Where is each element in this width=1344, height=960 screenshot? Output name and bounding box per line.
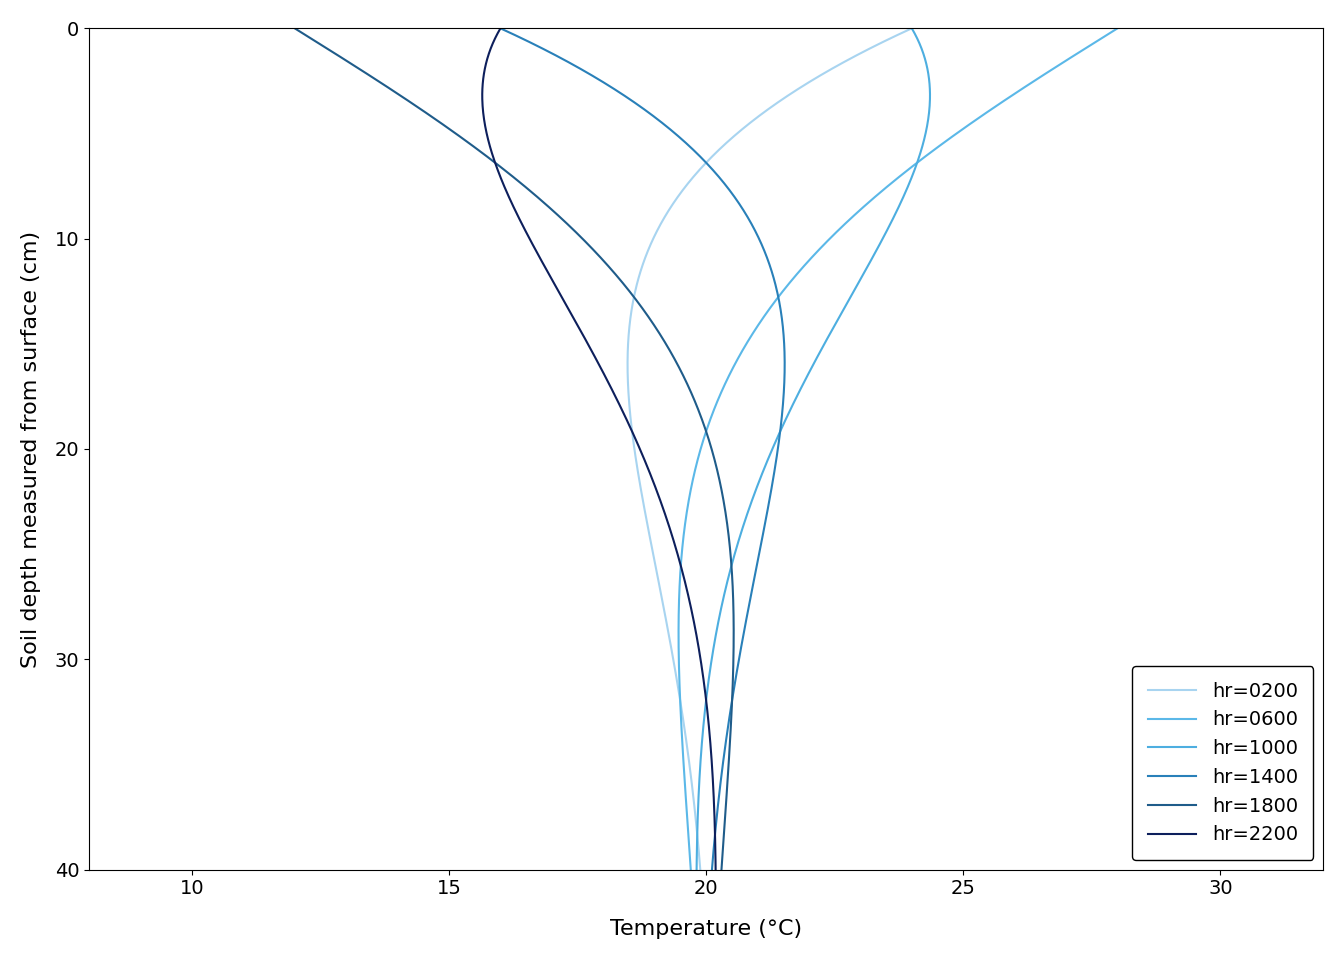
- hr=0600: [698, 427, 714, 439]
- hr=0200: [903, 23, 919, 35]
- hr=1000: [750, 478, 766, 490]
- hr=1000: [696, 712, 712, 724]
- hr=0600: [683, 864, 699, 876]
- hr=0200: [632, 478, 648, 490]
- hr=1400: [492, 23, 508, 35]
- hr=1000: [774, 422, 790, 434]
- hr=1800: [286, 23, 302, 35]
- hr=2200: [625, 427, 641, 439]
- hr=2200: [707, 864, 723, 876]
- Line: hr=1400: hr=1400: [500, 29, 785, 870]
- hr=1800: [723, 712, 739, 724]
- hr=1000: [734, 523, 750, 535]
- hr=2200: [646, 478, 663, 490]
- hr=0600: [699, 422, 715, 434]
- hr=0200: [692, 864, 708, 876]
- hr=2200: [707, 844, 723, 855]
- Line: hr=1800: hr=1800: [294, 29, 734, 870]
- hr=1400: [704, 864, 720, 876]
- X-axis label: Temperature (°C): Temperature (°C): [610, 919, 802, 939]
- Line: hr=1000: hr=1000: [696, 29, 930, 870]
- Line: hr=2200: hr=2200: [482, 29, 715, 870]
- hr=0600: [684, 478, 700, 490]
- hr=0200: [640, 523, 656, 535]
- hr=1000: [903, 23, 919, 35]
- hr=0600: [673, 712, 689, 724]
- hr=1800: [712, 478, 728, 490]
- hr=2200: [492, 23, 508, 35]
- hr=1400: [765, 478, 781, 490]
- hr=1000: [688, 864, 704, 876]
- hr=2200: [663, 523, 679, 535]
- hr=2200: [622, 422, 638, 434]
- hr=0200: [691, 844, 707, 855]
- Line: hr=0600: hr=0600: [679, 29, 1117, 870]
- hr=1400: [706, 844, 722, 855]
- hr=1800: [715, 844, 731, 855]
- hr=2200: [700, 712, 716, 724]
- hr=1800: [720, 523, 737, 535]
- hr=1400: [773, 422, 789, 434]
- hr=0600: [1109, 23, 1125, 35]
- hr=0200: [624, 422, 640, 434]
- hr=0600: [681, 844, 698, 855]
- hr=1800: [699, 427, 715, 439]
- hr=1800: [698, 422, 714, 434]
- hr=0600: [676, 523, 692, 535]
- hr=0200: [675, 712, 691, 724]
- hr=1400: [771, 427, 788, 439]
- Y-axis label: Soil depth measured from surface (cm): Soil depth measured from surface (cm): [22, 230, 40, 667]
- hr=1800: [714, 864, 730, 876]
- hr=1400: [755, 523, 771, 535]
- Line: hr=0200: hr=0200: [628, 29, 911, 870]
- hr=1400: [722, 712, 738, 724]
- hr=1000: [771, 427, 788, 439]
- hr=1000: [689, 844, 706, 855]
- hr=0200: [624, 427, 640, 439]
- Legend: hr=0200, hr=0600, hr=1000, hr=1400, hr=1800, hr=2200: hr=0200, hr=0600, hr=1000, hr=1400, hr=1…: [1132, 666, 1313, 860]
